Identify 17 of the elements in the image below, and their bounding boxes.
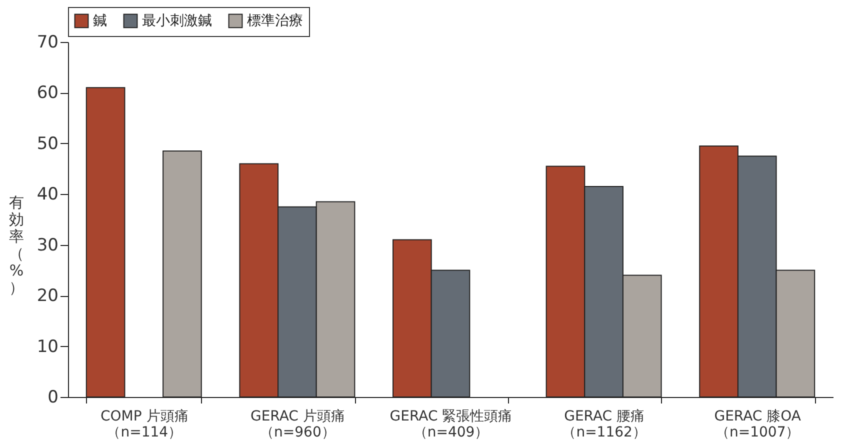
y-tick-label: 50 <box>36 134 58 154</box>
y-tick-label: 10 <box>36 336 58 357</box>
x-tick-label: COMP 片頭痛（n=114） <box>100 408 188 440</box>
x-tick-label: GERAC 緊張性頭痛（n=409） <box>390 408 512 440</box>
y-tick-label: 20 <box>36 286 58 306</box>
y-axis-title: 有効率（%） <box>9 194 24 296</box>
legend-label: 最小刺激鍼 <box>142 12 212 29</box>
y-tick-label: 70 <box>36 32 58 52</box>
x-tick-label: GERAC 片頭痛（n=960） <box>250 408 345 440</box>
x-tick-label: GERAC 膝OA（n=1007） <box>714 408 802 440</box>
y-tick-label: 30 <box>36 235 58 256</box>
x-tick-label: GERAC 腰痛（n=1162） <box>562 408 646 440</box>
y-tick-label: 0 <box>48 388 58 408</box>
y-tick-label: 60 <box>36 83 58 104</box>
y-tick-label: 40 <box>36 184 58 205</box>
legend-label: 標準治療 <box>247 12 303 29</box>
legend-label: 鍼 <box>93 12 107 29</box>
